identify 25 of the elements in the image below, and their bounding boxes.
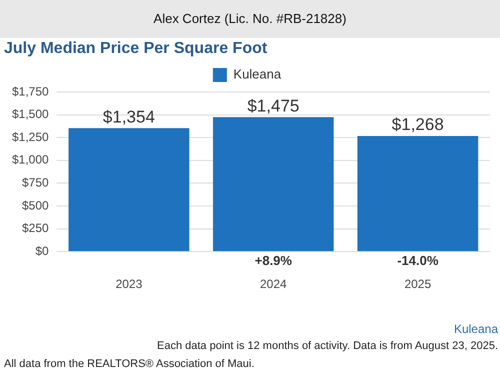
x-tick-label: 2025: [404, 277, 432, 292]
y-tick-label: $0: [35, 244, 50, 258]
text: Each data point is 12 months of activity. Data is from August 23, 2025.: [157, 340, 498, 352]
text: +8.9%: [254, 253, 292, 268]
x-tick-label: 2023: [116, 277, 143, 292]
text: All data from the REALTORS® Association of Maui.: [4, 358, 254, 370]
chart-title: July Median Price Per Square Foot: [4, 40, 268, 58]
bar: [357, 136, 478, 252]
x-tick-label: 2024: [260, 277, 288, 292]
data-label: $1,268: [392, 115, 444, 134]
data-label: $1,475: [247, 96, 300, 116]
y-tick-label: $1,000: [12, 152, 50, 167]
y-tick-label: $750: [22, 176, 50, 190]
bar: [212, 117, 334, 252]
y-tick-label: $250: [22, 221, 50, 236]
y-tick-label: $500: [22, 198, 50, 212]
chart-subtitle: Alex Cortez (Lic. No. #RB-21828): [0, 0, 500, 38]
text: Kuleana: [454, 322, 498, 336]
text: -14.0%: [397, 253, 439, 268]
bar: [68, 128, 190, 252]
legend-label: Kuleana: [233, 66, 282, 82]
data-label: $1,354: [102, 107, 155, 126]
y-tick-label: $1,250: [12, 130, 50, 144]
y-tick-label: $1,750: [12, 84, 50, 98]
y-tick-label: $1,500: [12, 107, 50, 122]
